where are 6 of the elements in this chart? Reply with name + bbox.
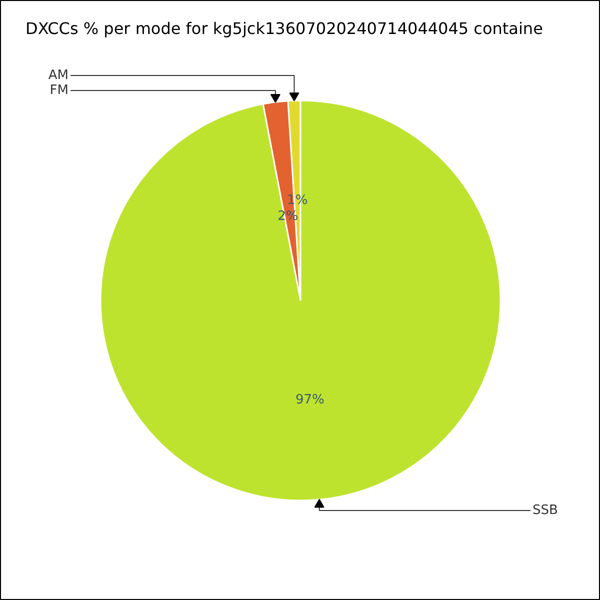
slice-label: SSB bbox=[532, 503, 558, 518]
data-label: 2% bbox=[278, 208, 298, 224]
slice-label: FM bbox=[50, 83, 69, 98]
slice-label: AM bbox=[48, 68, 68, 83]
data-label: 97% bbox=[295, 392, 324, 408]
chart-title: DXCCs % per mode for kg5jck13607020240714044045 containe bbox=[26, 19, 543, 38]
